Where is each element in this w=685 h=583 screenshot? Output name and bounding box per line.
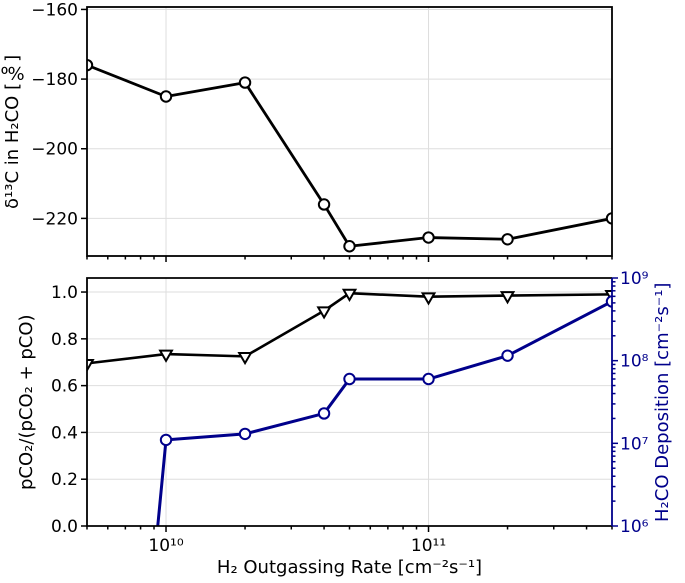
svg-text:10¹¹: 10¹¹ — [411, 536, 446, 556]
svg-text:−220: −220 — [31, 209, 78, 229]
svg-text:10⁹: 10⁹ — [620, 269, 649, 289]
svg-text:0.0: 0.0 — [51, 517, 78, 537]
svg-text:0.8: 0.8 — [51, 330, 78, 350]
svg-text:−180: −180 — [31, 70, 78, 90]
tick-marks — [81, 8, 618, 532]
bottom-right-series-markers — [159, 295, 612, 447]
svg-text:−200: −200 — [31, 140, 78, 160]
x-axis-label: H₂ Outgassing Rate [cm⁻²s⁻¹] — [216, 557, 483, 578]
svg-text:−160: −160 — [31, 0, 78, 20]
svg-text:0.6: 0.6 — [51, 377, 78, 397]
svg-text:10⁸: 10⁸ — [620, 352, 649, 372]
bottom-left-series-line — [87, 291, 612, 365]
bottom-left-series-markers — [87, 288, 612, 373]
svg-text:0.2: 0.2 — [51, 470, 78, 490]
bottom-right-series-line — [156, 300, 612, 526]
right-y-axis-label: H₂CO Deposition [cm⁻²s⁻¹] — [652, 282, 673, 522]
bottom-left-y-axis-label: pCO₂/(pCO₂ + pCO) — [16, 314, 37, 490]
svg-text:10¹⁰: 10¹⁰ — [148, 536, 183, 556]
gridlines — [87, 7, 612, 527]
top-y-axis-label: δ¹³C in H₂CO [‰] — [2, 54, 23, 209]
top-series-line — [87, 63, 612, 248]
tick-labels: −160 −180 −200 −220 0.0 0.2 0.4 0.6 0.8 1.0 10¹⁰ 10… — [31, 0, 648, 556]
top-series-markers — [87, 58, 612, 253]
svg-text:1.0: 1.0 — [51, 283, 78, 303]
svg-text:10⁷: 10⁷ — [620, 434, 649, 454]
svg-text:10⁶: 10⁶ — [620, 517, 649, 537]
svg-text:0.4: 0.4 — [51, 423, 78, 443]
